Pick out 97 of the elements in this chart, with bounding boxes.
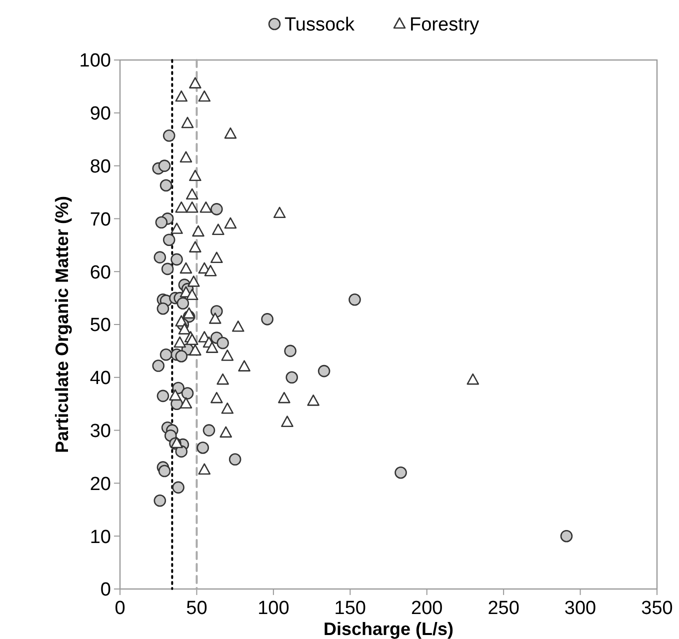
point — [170, 222, 183, 234]
point — [175, 445, 188, 458]
point — [175, 90, 188, 102]
point — [189, 77, 202, 88]
y-tick-label: 40 — [90, 368, 111, 390]
point — [162, 234, 176, 246]
legend-label: Forestry — [410, 14, 480, 36]
point — [162, 129, 176, 142]
point — [161, 262, 174, 276]
point — [224, 127, 237, 139]
point — [202, 424, 216, 436]
legend-label: Tussock — [284, 14, 356, 36]
point — [318, 364, 330, 378]
x-tick-label: 200 — [411, 598, 443, 619]
point — [224, 217, 237, 229]
point — [284, 344, 296, 358]
y-axis-title: Particulate Organic Matter (%) — [52, 196, 72, 454]
point — [175, 350, 188, 362]
y-tick-label: 60 — [90, 262, 111, 284]
point — [170, 253, 183, 266]
point — [189, 241, 202, 252]
y-tick-label: 100 — [79, 50, 111, 72]
point — [186, 288, 198, 300]
y-tick-label: 70 — [90, 209, 111, 230]
x-tick-label: 150 — [334, 598, 366, 619]
point — [180, 151, 192, 163]
point — [186, 334, 198, 346]
point — [232, 320, 244, 332]
point — [198, 90, 211, 102]
point — [286, 371, 298, 384]
point — [152, 360, 165, 372]
y-tick-label: 80 — [90, 156, 111, 178]
y-tick-label: 30 — [90, 420, 111, 442]
point — [216, 336, 229, 350]
point — [208, 312, 222, 324]
point — [156, 302, 170, 315]
point — [176, 297, 190, 310]
point — [221, 402, 234, 414]
point — [261, 313, 274, 326]
point — [281, 416, 294, 428]
point — [189, 344, 202, 356]
point — [307, 394, 320, 406]
point — [348, 293, 361, 306]
point — [212, 224, 224, 235]
point — [196, 442, 209, 454]
point — [154, 494, 166, 507]
point — [169, 389, 182, 401]
x-tick-label: 300 — [564, 598, 596, 619]
y-tick-label: 10 — [90, 526, 111, 548]
point — [189, 170, 202, 182]
point — [273, 206, 286, 218]
point — [172, 481, 184, 494]
point — [216, 373, 229, 385]
point — [160, 179, 172, 192]
point — [278, 392, 290, 404]
point — [154, 251, 166, 264]
point — [175, 201, 188, 213]
point — [156, 390, 170, 402]
point — [182, 307, 196, 319]
point — [178, 323, 191, 334]
x-tick-label: 100 — [258, 598, 290, 619]
x-axis-title: Discharge (L/s) — [323, 619, 454, 639]
point — [221, 350, 234, 361]
point — [180, 397, 192, 408]
point — [187, 276, 200, 287]
point — [210, 203, 223, 216]
point — [204, 264, 217, 276]
point — [186, 188, 198, 200]
x-tick-label: 0 — [114, 598, 126, 619]
point — [210, 252, 223, 264]
y-tick-label: 0 — [100, 580, 111, 601]
point — [394, 466, 407, 479]
point — [180, 262, 192, 274]
point — [181, 116, 194, 128]
y-tick-label: 50 — [90, 315, 111, 336]
point — [155, 216, 168, 229]
point — [210, 392, 223, 404]
x-tick-label: 50 — [186, 598, 208, 619]
point — [228, 453, 242, 466]
point — [160, 348, 172, 361]
point — [198, 463, 211, 475]
point — [186, 201, 198, 213]
point — [174, 336, 186, 348]
point — [560, 530, 573, 542]
point — [158, 160, 171, 172]
point — [466, 373, 480, 385]
point — [192, 225, 204, 237]
x-tick-label: 350 — [641, 598, 673, 619]
point — [158, 464, 171, 478]
point — [200, 201, 212, 213]
x-tick-label: 250 — [488, 598, 520, 619]
y-tick-label: 90 — [90, 104, 111, 125]
point — [206, 342, 218, 353]
point — [181, 387, 194, 400]
y-tick-label: 20 — [90, 474, 111, 495]
point — [220, 426, 232, 438]
point — [238, 360, 250, 372]
